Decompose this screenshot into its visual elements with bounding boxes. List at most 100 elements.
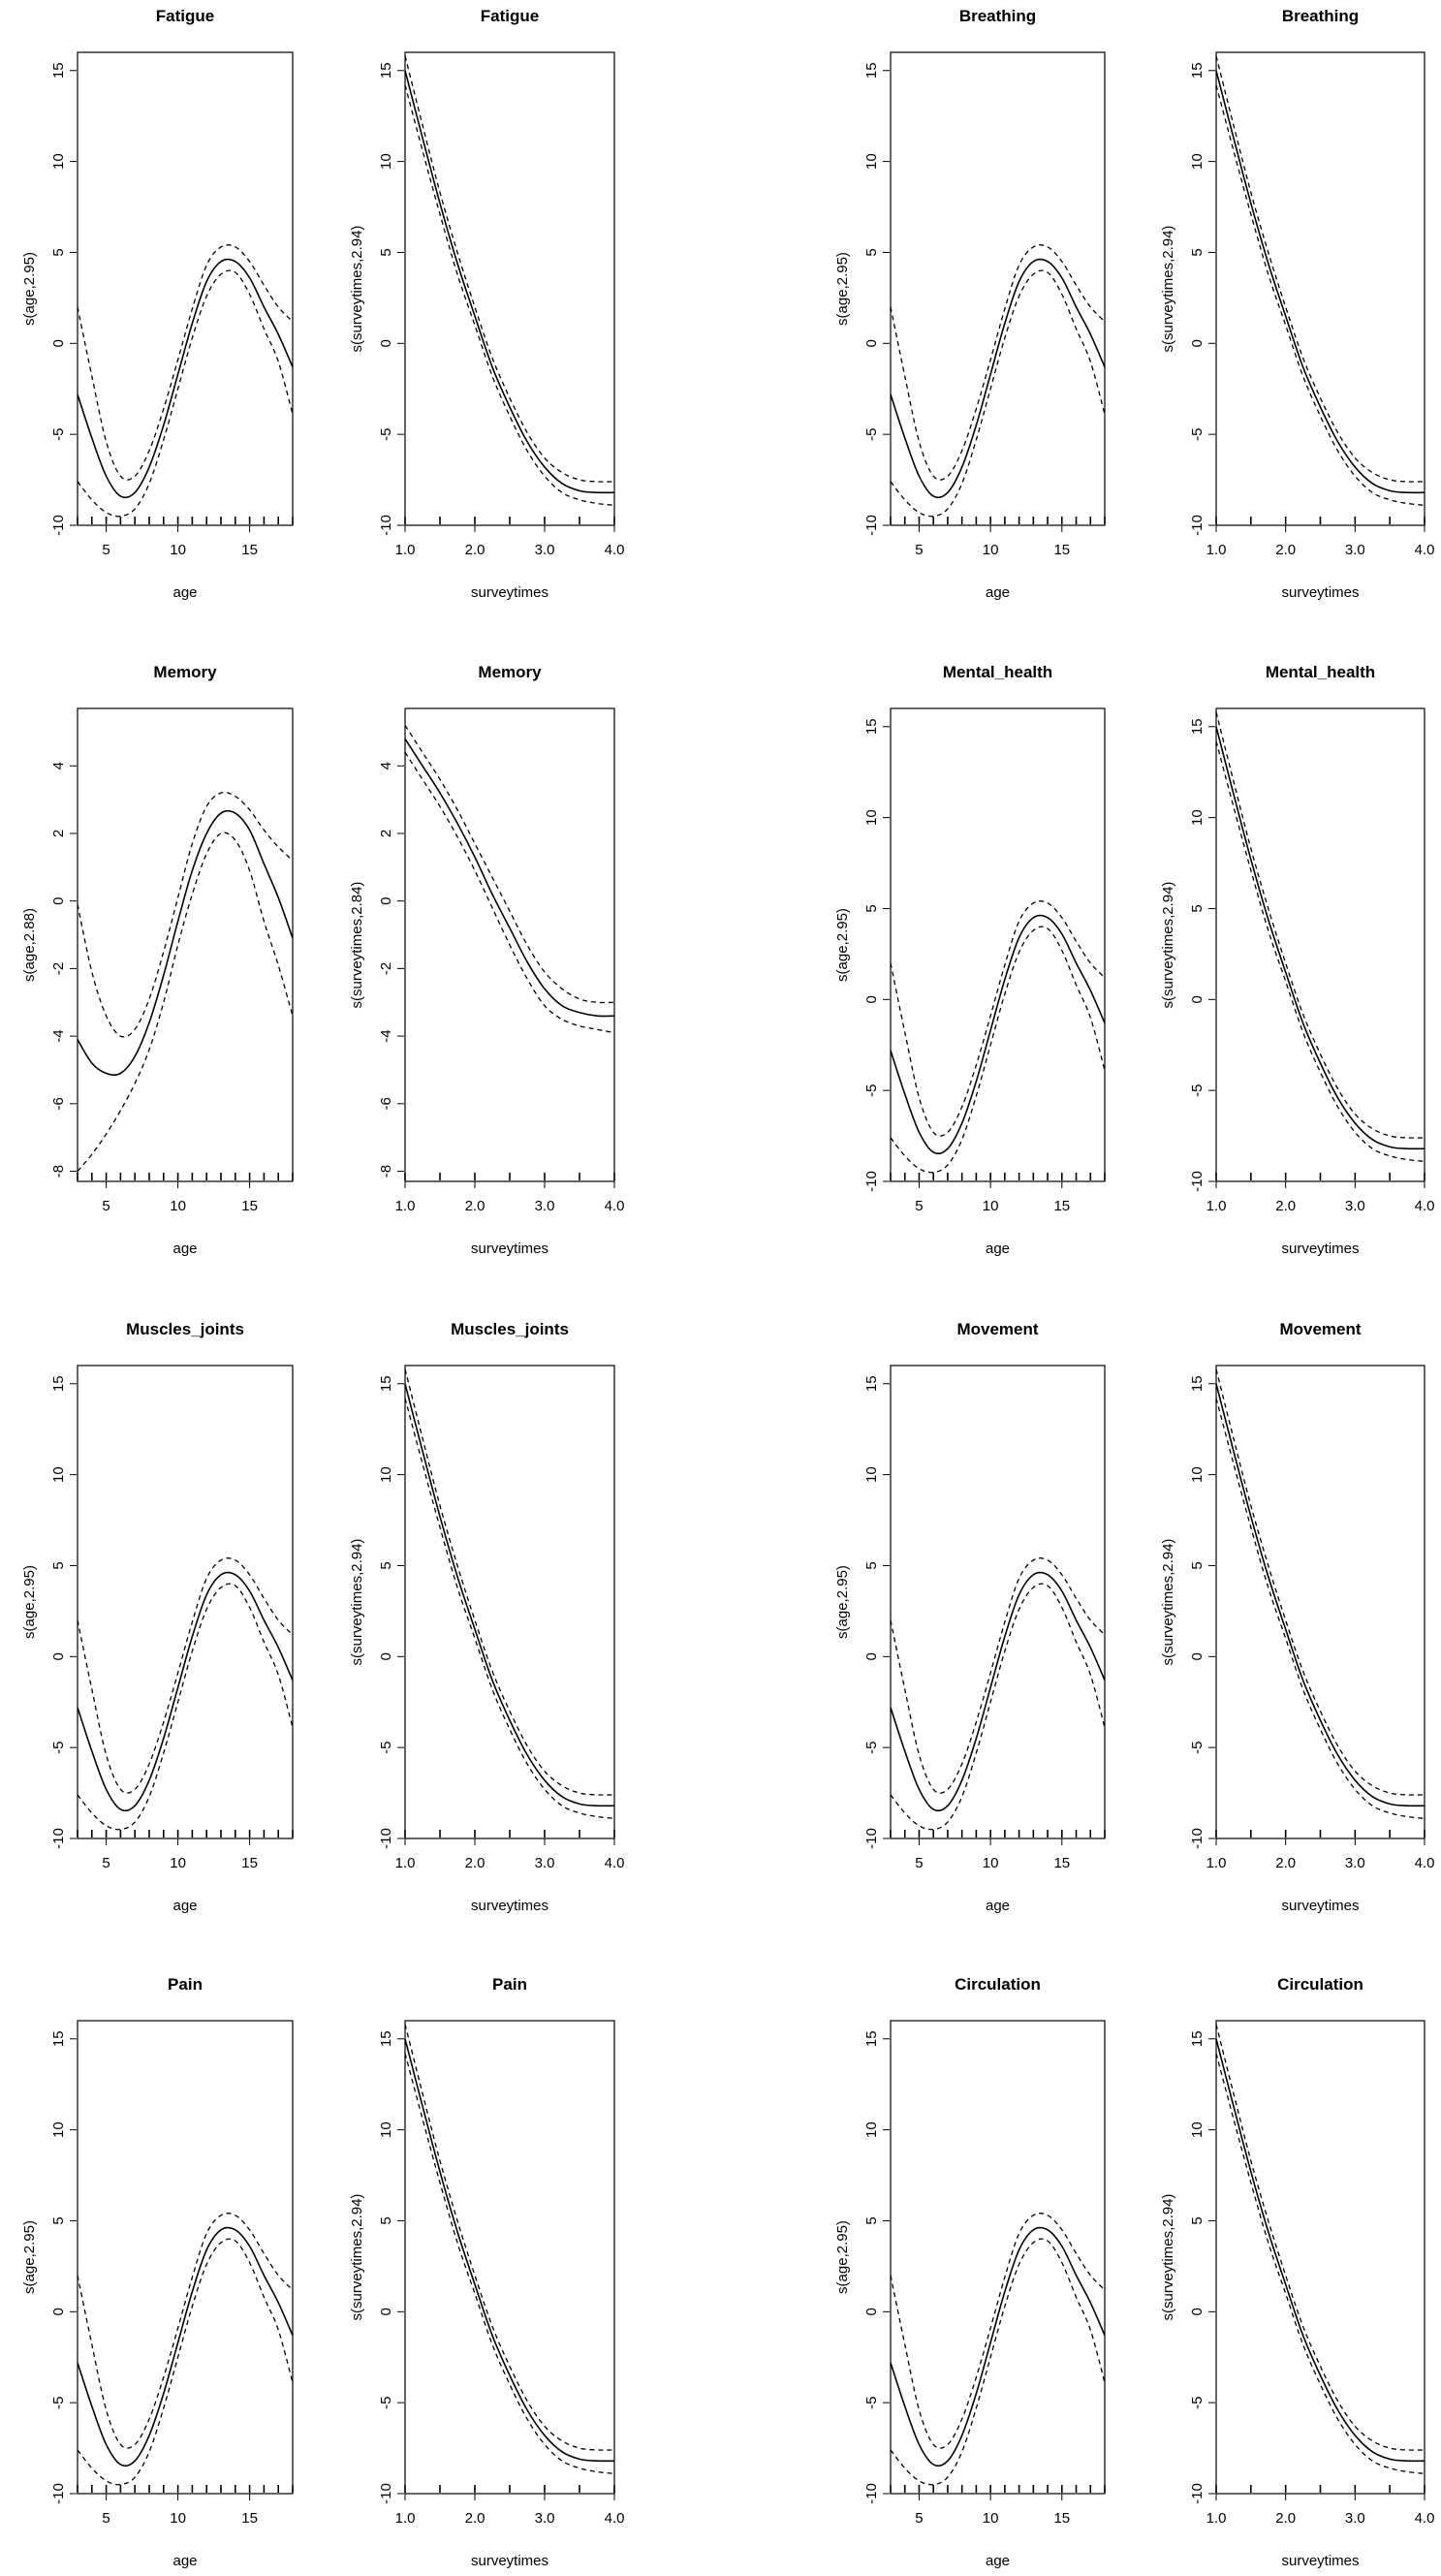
x-tick-label: 2.0 [1275, 1198, 1296, 1214]
ci-lower-line [404, 2053, 615, 2474]
panel-title: Mental_health [1266, 663, 1375, 681]
panel-title: Breathing [1282, 7, 1359, 25]
y-tick-label: 5 [378, 248, 394, 256]
y-tick-label: 15 [863, 62, 880, 79]
y-tick-label: 10 [1189, 809, 1206, 826]
x-tick-label: 3.0 [1345, 1855, 1365, 1871]
y-tick-label: -10 [378, 2483, 394, 2504]
x-tick-label: 10 [983, 2510, 999, 2527]
x-tick-label: 15 [241, 542, 258, 558]
y-tick-label: 10 [863, 2121, 880, 2138]
y-axis-label: s(surveytimes,2.94) [349, 2194, 365, 2321]
x-axis-label: age [172, 1241, 197, 1257]
ci-upper-line [1215, 711, 1425, 1139]
y-tick-label: 15 [863, 2030, 880, 2047]
y-tick-label: -5 [863, 1741, 880, 1753]
x-axis-label: surveytimes [471, 2553, 548, 2569]
y-axis-label: s(surveytimes,2.94) [349, 1539, 365, 1666]
x-tick-label: 4.0 [1415, 1198, 1435, 1214]
fit-line [1215, 70, 1425, 494]
ci-upper-line [890, 244, 1106, 481]
plot-frame [1215, 2020, 1425, 2495]
ci-upper-line [77, 2213, 294, 2449]
y-tick-label: 5 [1189, 248, 1206, 256]
panel-8: Mental_health -10 -5 0 5 10 15 s(surveytimes,2.… [1160, 663, 1434, 1257]
plot-frame [1215, 1365, 1425, 1839]
panel-16: Circulation -10 -5 0 5 10 15 s(surveytimes,2.94… [1160, 1975, 1434, 2569]
x-axis-label: surveytimes [471, 1898, 548, 1914]
panel-1: Fatigue -10 -5 0 5 10 15 s(age,2.95) 5 10 15 age [21, 7, 294, 601]
ci-lower-line [77, 2238, 294, 2486]
y-tick-label: 5 [863, 1561, 880, 1569]
y-tick-label: 0 [863, 339, 880, 347]
y-tick-label: -2 [378, 962, 394, 975]
panel-title: Pain [492, 1975, 527, 1994]
plot-frame [404, 2020, 615, 2495]
fit-line [890, 258, 1106, 499]
x-tick-label: 3.0 [1345, 1198, 1365, 1214]
ci-lower-line [890, 2238, 1106, 2486]
y-tick-label: -5 [50, 427, 67, 440]
ci-upper-line [77, 1557, 294, 1794]
x-axis-label: age [986, 2553, 1010, 2569]
x-tick-label: 10 [170, 1855, 186, 1871]
y-tick-label: 15 [1189, 1375, 1206, 1392]
x-tick-label: 10 [170, 542, 186, 558]
y-tick-label: 10 [378, 153, 394, 170]
x-tick-label: 10 [983, 1198, 999, 1214]
y-tick-label: 10 [863, 809, 880, 826]
x-tick-label: 15 [241, 1198, 258, 1214]
panel-7: Mental_health -10 -5 0 5 10 15 s(age,2.95) 5 10 15… [834, 663, 1106, 1257]
y-tick-label: -10 [50, 1828, 67, 1849]
x-tick-label: 4.0 [1415, 2510, 1435, 2527]
y-tick-label: 15 [1189, 718, 1206, 735]
x-tick-label: 5 [915, 1855, 923, 1871]
y-tick-label: 10 [1189, 1466, 1206, 1483]
panel-2: Fatigue -10 -5 0 5 10 15 s(surveytimes,2.94) 1.0… [349, 7, 624, 601]
x-tick-label: 1.0 [1206, 1198, 1227, 1214]
panel-15: Circulation -10 -5 0 5 10 15 s(age,2.95) 5 10 15 ag… [834, 1975, 1106, 2569]
x-axis-label: age [172, 584, 197, 601]
ci-lower-line [77, 1583, 294, 1831]
y-tick-label: 15 [50, 62, 67, 79]
y-axis-label: s(surveytimes,2.94) [1160, 882, 1176, 1009]
y-tick-label: -5 [50, 1741, 67, 1753]
x-axis-label: age [172, 2553, 197, 2569]
y-tick-label: -5 [863, 2396, 880, 2408]
x-tick-label: 3.0 [535, 2510, 555, 2527]
y-tick-label: -6 [378, 1097, 394, 1110]
fit-line [1215, 1383, 1425, 1807]
y-tick-label: -5 [863, 1084, 880, 1096]
fit-line [1215, 2038, 1425, 2463]
y-tick-label: 0 [50, 1652, 67, 1660]
y-axis-label: s(age,2.95) [834, 2220, 851, 2294]
y-tick-label: 15 [1189, 62, 1206, 79]
y-tick-label: -5 [1189, 2396, 1206, 2408]
panel-title: Fatigue [156, 7, 214, 25]
y-tick-label: 10 [378, 1466, 394, 1483]
plot-frame [77, 51, 294, 526]
ci-lower-line [1215, 84, 1425, 506]
ci-lower-line [890, 926, 1106, 1174]
x-tick-label: 1.0 [395, 1855, 416, 1871]
x-axis-label: surveytimes [1281, 2553, 1359, 2569]
ci-upper-line [404, 55, 615, 483]
ci-upper-line [1215, 1368, 1425, 1796]
plot-frame [404, 51, 615, 526]
x-tick-label: 5 [102, 542, 110, 558]
y-tick-label: -4 [378, 1029, 394, 1042]
y-tick-label: 10 [863, 153, 880, 170]
y-tick-label: 15 [378, 62, 394, 79]
y-tick-label: -10 [50, 515, 67, 536]
x-tick-label: 3.0 [535, 1855, 555, 1871]
y-axis-label: s(age,2.95) [834, 1565, 851, 1639]
y-tick-label: -10 [863, 515, 880, 536]
fit-line [77, 258, 294, 499]
x-tick-label: 5 [915, 542, 923, 558]
y-tick-label: 15 [378, 2030, 394, 2047]
y-tick-label: 5 [50, 2216, 67, 2224]
y-tick-label: 10 [863, 1466, 880, 1483]
y-tick-label: 5 [1189, 904, 1206, 912]
panel-11: Movement -10 -5 0 5 10 15 s(age,2.95) 5 10 15 age [834, 1320, 1106, 1914]
y-axis-label: s(surveytimes,2.84) [349, 882, 365, 1009]
